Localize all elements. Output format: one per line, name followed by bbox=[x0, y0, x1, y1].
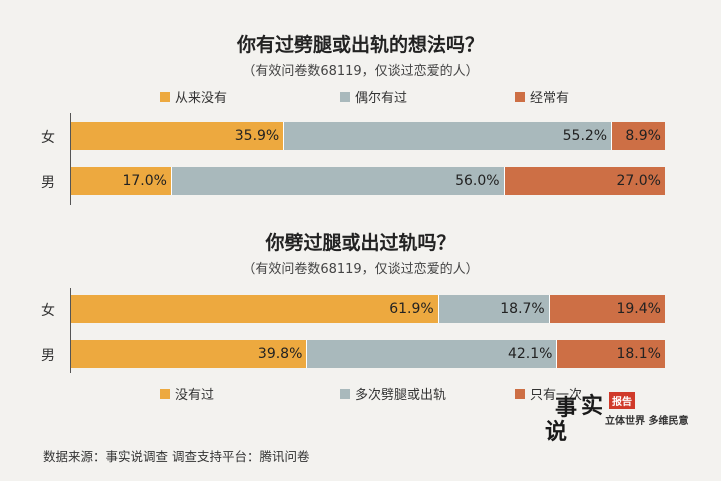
stacked-bar: 39.8% 42.1% 18.1% bbox=[71, 340, 665, 368]
bar-segment: 55.2% bbox=[284, 122, 613, 150]
data-source-footer: 数据来源：事实说调查 调查支持平台：腾讯问卷 bbox=[43, 449, 310, 464]
chart-1-legend: 从来没有 偶尔有过 经常有 bbox=[0, 87, 721, 106]
data-label: 61.9% bbox=[389, 301, 434, 317]
data-label: 56.0% bbox=[455, 173, 500, 189]
chart-2-legend: 没有过 多次劈腿或出轨 只有一次 bbox=[0, 384, 721, 403]
legend-item: 多次劈腿或出轨 bbox=[340, 384, 446, 403]
data-label: 19.4% bbox=[616, 301, 661, 317]
data-label: 17.0% bbox=[122, 173, 167, 189]
data-label: 18.1% bbox=[616, 346, 661, 362]
data-label: 39.8% bbox=[257, 346, 303, 362]
legend-swatch bbox=[340, 91, 350, 102]
stacked-bar: 17.0% 56.0% 27.0% bbox=[71, 167, 665, 195]
logo-slogan: 立体世界 多维民意 bbox=[605, 416, 689, 427]
legend-label: 经常有 bbox=[530, 91, 570, 106]
data-label: 27.0% bbox=[616, 173, 661, 189]
legend-item: 偶尔有过 bbox=[340, 87, 407, 106]
chart-1-subtitle: （有效问卷数68119，仅谈过恋爱的人） bbox=[242, 64, 479, 79]
bar-segment: 8.9% bbox=[612, 122, 665, 150]
bar-segment: 17.0% bbox=[71, 167, 172, 195]
chart-2-title: 你劈过腿或出过轨吗？ bbox=[265, 232, 456, 254]
logo-char-3: 说 bbox=[545, 419, 568, 445]
chart-1-title: 你有过劈腿或出轨的想法吗？ bbox=[236, 34, 484, 56]
logo-tag: 报告 bbox=[609, 392, 635, 409]
stacked-bar: 61.9% 18.7% 19.4% bbox=[71, 295, 665, 323]
bar-segment: 42.1% bbox=[307, 340, 558, 368]
legend-label: 偶尔有过 bbox=[355, 91, 408, 106]
bar-segment: 56.0% bbox=[171, 167, 505, 195]
chart-2-subtitle: （有效问卷数68119，仅谈过恋爱的人） bbox=[242, 262, 479, 277]
data-label: 18.7% bbox=[500, 301, 545, 317]
row-label: 女 bbox=[41, 303, 55, 319]
row-label: 女 bbox=[41, 130, 55, 146]
legend-item: 经常有 bbox=[515, 87, 569, 106]
stacked-bar: 35.9% 55.2% 8.9% bbox=[71, 122, 665, 150]
logo-char-2: 实 bbox=[581, 393, 604, 419]
bar-segment: 39.8% bbox=[71, 340, 308, 368]
legend-item: 没有过 bbox=[160, 384, 214, 403]
bar-segment: 35.9% bbox=[71, 122, 285, 150]
legend-label: 从来没有 bbox=[175, 91, 228, 106]
bar-segment: 18.7% bbox=[438, 295, 550, 323]
legend-swatch bbox=[160, 388, 170, 399]
legend-swatch bbox=[515, 91, 525, 102]
chart-2-axis bbox=[70, 288, 71, 373]
legend-item: 只有一次 bbox=[515, 384, 582, 403]
row-label: 男 bbox=[41, 348, 55, 364]
data-label: 55.2% bbox=[562, 128, 608, 144]
bar-segment: 18.1% bbox=[557, 340, 665, 368]
chart-1-axis bbox=[70, 113, 71, 205]
legend-label: 只有一次 bbox=[530, 388, 583, 403]
legend-swatch bbox=[160, 91, 170, 102]
bar-segment: 27.0% bbox=[504, 167, 665, 195]
data-label: 35.9% bbox=[234, 128, 280, 144]
bar-segment: 61.9% bbox=[71, 295, 439, 323]
brand-logo: 事 实 说 报告 立体世界 多维民意 bbox=[545, 388, 689, 448]
data-label: 42.1% bbox=[507, 346, 553, 362]
logo-char-1: 事 bbox=[555, 395, 578, 421]
bar-segment: 19.4% bbox=[549, 295, 665, 323]
legend-swatch bbox=[340, 388, 350, 399]
legend-label: 多次劈腿或出轨 bbox=[355, 388, 447, 403]
legend-item: 从来没有 bbox=[160, 87, 227, 106]
row-label: 男 bbox=[41, 175, 55, 191]
data-label: 8.9% bbox=[625, 128, 661, 144]
legend-label: 没有过 bbox=[175, 388, 215, 403]
legend-swatch bbox=[515, 388, 525, 399]
